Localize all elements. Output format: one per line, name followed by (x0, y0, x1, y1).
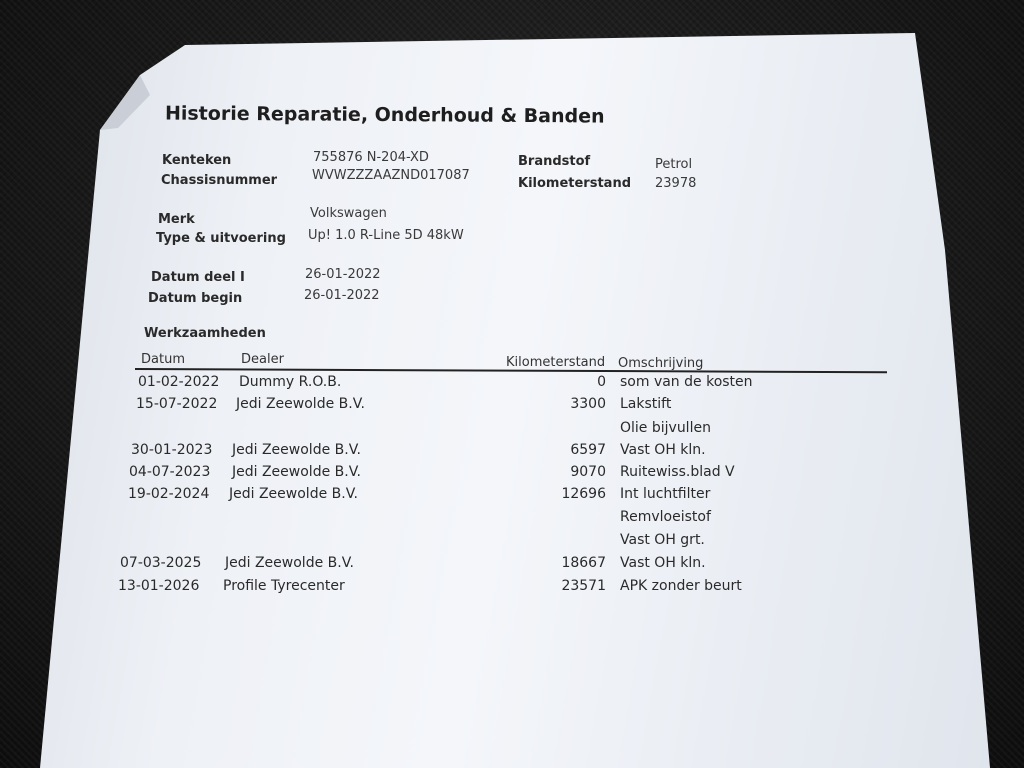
cell-dealer: Jedi Zeewolde B.V. (225, 555, 354, 571)
brandstof-value: Petrol (655, 157, 693, 172)
cell-datum: 13-01-2026 (118, 578, 200, 594)
cell-kilometerstand: 6597 (570, 442, 606, 458)
cell-dealer: Profile Tyrecenter (223, 578, 345, 594)
cell-dealer: Jedi Zeewolde B.V. (229, 486, 358, 502)
cell-omschrijving: som van de kosten (620, 374, 753, 390)
cell-omschrijving: Lakstift (620, 396, 672, 412)
datum-begin-value: 26-01-2022 (304, 288, 380, 303)
cell-dealer: Jedi Zeewolde B.V. (232, 442, 361, 458)
section-title: Werkzaamheden (144, 326, 266, 341)
cell-kilometerstand: 12696 (561, 486, 606, 502)
cell-kilometerstand: 9070 (570, 464, 606, 480)
type-value: Up! 1.0 R-Line 5D 48kW (308, 228, 464, 243)
cell-kilometerstand: 0 (597, 374, 606, 390)
cell-omschrijving: Vast OH kln. (620, 555, 706, 571)
header-omschrijving: Omschrijving (618, 356, 704, 371)
cell-datum: 19-02-2024 (128, 486, 210, 502)
merk-label: Merk (158, 212, 195, 227)
cell-dealer: Jedi Zeewolde B.V. (232, 464, 361, 480)
cell-omschrijving: Olie bijvullen (620, 420, 711, 436)
cell-datum: 04-07-2023 (129, 464, 211, 480)
chassisnummer-value: WVWZZZAAZND017087 (312, 168, 470, 183)
kilometerstand-label: Kilometerstand (518, 176, 632, 191)
cell-kilometerstand: 18667 (561, 555, 606, 571)
header-datum: Datum (141, 352, 185, 367)
cell-omschrijving: Vast OH kln. (620, 442, 706, 458)
cell-omschrijving: APK zonder beurt (620, 578, 742, 594)
cell-datum: 30-01-2023 (131, 442, 213, 458)
kilometerstand-value: 23978 (655, 176, 697, 191)
cell-omschrijving: Int luchtfilter (620, 486, 711, 502)
merk-value: Volkswagen (310, 206, 387, 221)
datum-deel-label: Datum deel I (151, 270, 245, 285)
datum-begin-label: Datum begin (148, 291, 243, 306)
cell-datum: 15-07-2022 (136, 396, 218, 412)
kenteken-label: Kenteken (162, 153, 232, 168)
kenteken-value: 755876 N-204-XD (313, 150, 429, 165)
cell-omschrijving: Ruitewiss.blad V (620, 464, 735, 480)
cell-omschrijving: Vast OH grt. (620, 532, 705, 548)
type-label: Type & uitvoering (156, 231, 286, 246)
brandstof-label: Brandstof (518, 154, 591, 169)
datum-deel-value: 26-01-2022 (305, 267, 381, 282)
cell-kilometerstand: 23571 (561, 578, 606, 594)
document-title: Historie Reparatie, Onderhoud & Banden (164, 102, 605, 128)
header-dealer: Dealer (241, 352, 284, 367)
cell-datum: 07-03-2025 (120, 555, 202, 571)
cell-datum: 01-02-2022 (138, 374, 220, 390)
cell-omschrijving: Remvloeistof (620, 509, 711, 525)
cell-dealer: Jedi Zeewolde B.V. (236, 396, 365, 412)
chassisnummer-label: Chassisnummer (161, 173, 278, 188)
cell-kilometerstand: 3300 (570, 396, 606, 412)
header-kilometerstand: Kilometerstand (506, 355, 606, 370)
cell-dealer: Dummy R.O.B. (239, 374, 342, 390)
